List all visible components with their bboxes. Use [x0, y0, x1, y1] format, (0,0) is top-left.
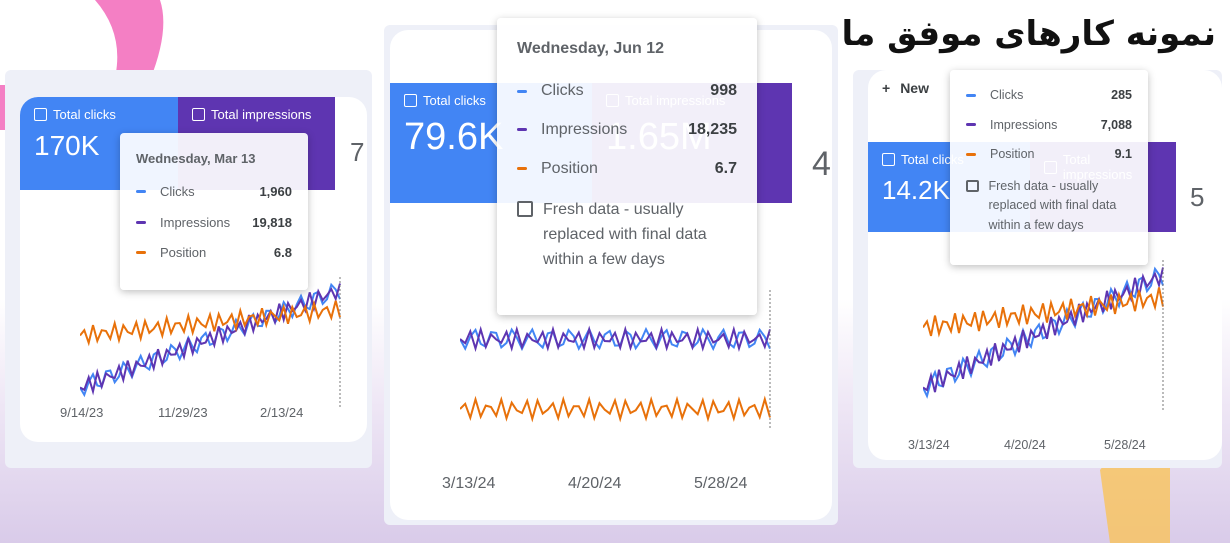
- row-value: 9.1: [1114, 147, 1132, 162]
- trend-line: [923, 287, 1164, 338]
- metric-label: Total clicks: [882, 152, 1016, 167]
- new-button[interactable]: + New: [882, 80, 929, 96]
- tooltip-row: Position 9.1: [966, 147, 1132, 161]
- tooltip-row: Impressions 19,818: [136, 215, 292, 230]
- x-tick-label: 9/14/23: [60, 405, 104, 420]
- tooltip-row: Clicks 998: [517, 82, 737, 100]
- tooltip-row: Clicks 285: [966, 88, 1132, 102]
- row-name: Impressions: [160, 214, 231, 230]
- tooltip-row: Position 6.7: [517, 160, 737, 178]
- legend-dash: [136, 220, 146, 224]
- row-value: 285: [1111, 88, 1132, 102]
- row-value: 18,235: [688, 120, 737, 138]
- metric-value: 79.6K: [404, 116, 504, 158]
- next-metric-value: 4: [812, 145, 831, 183]
- trend-line: [923, 267, 1164, 393]
- tooltip-row: Clicks 1,960: [136, 184, 292, 199]
- trend-lines: [460, 290, 771, 430]
- trend-line: [460, 395, 771, 423]
- tooltip-note: Fresh data - usually replaced with final…: [517, 198, 737, 272]
- tooltip-row: Impressions 18,235: [517, 121, 737, 139]
- legend-dash: [966, 93, 976, 97]
- metric-label: Total clicks: [34, 107, 164, 122]
- metric-value: 14.2K: [882, 175, 950, 205]
- new-icon: +: [882, 80, 891, 96]
- row-name: Impressions: [541, 120, 628, 138]
- legend-dash: [966, 152, 976, 156]
- row-name: Clicks: [541, 82, 584, 99]
- row-value: 7,088: [1100, 117, 1132, 132]
- x-tick-label: 3/13/24: [442, 475, 496, 492]
- row-name: Position: [990, 147, 1035, 162]
- legend-dash: [517, 128, 527, 132]
- row-value: 6.7: [714, 159, 737, 177]
- row-name: Clicks: [160, 184, 195, 199]
- trend-lines: [923, 260, 1164, 410]
- note-text: Fresh data - usually replaced with final…: [543, 201, 707, 268]
- tooltip-note: Fresh data - usually replaced with final…: [966, 177, 1132, 235]
- row-value: 998: [710, 82, 737, 99]
- new-label: New: [900, 80, 929, 96]
- tooltip-row: Position 6.8: [136, 245, 292, 260]
- trend-line: [80, 283, 341, 396]
- row-value: 1,960: [259, 184, 292, 199]
- x-tick-label: 11/29/23: [158, 405, 208, 420]
- legend-dash: [966, 123, 976, 127]
- x-tick-label: 4/20/24: [1004, 438, 1046, 452]
- tooltip: Clicks 285 Impressions 7,088 Position 9.1 Fres…: [950, 70, 1148, 265]
- metric-label: Total impressions: [192, 107, 321, 122]
- legend-dash: [517, 89, 527, 93]
- note-text: Fresh data - usually replaced with final…: [988, 178, 1117, 232]
- row-name: Impressions: [990, 117, 1058, 132]
- x-tick-label: 2/13/24: [260, 405, 304, 420]
- row-value: 19,818: [252, 214, 292, 230]
- legend-dash: [136, 190, 146, 193]
- x-tick-label: 4/20/24: [568, 475, 622, 492]
- row-name: Position: [541, 159, 598, 177]
- legend-dash: [136, 251, 146, 255]
- row-name: Position: [160, 245, 207, 261]
- row-name: Clicks: [990, 88, 1024, 102]
- tooltip: Wednesday, Mar 13 Clicks 1,960 Impressions 1…: [120, 133, 308, 290]
- next-metric-value: 5: [1190, 182, 1205, 212]
- trend-line: [80, 282, 341, 398]
- trend-line: [80, 299, 341, 347]
- tooltip-date: Wednesday, Jun 12: [517, 40, 665, 57]
- tooltip-row: Impressions 7,088: [966, 118, 1132, 132]
- tooltip: Wednesday, Jun 12 Clicks 998 Impressions 18,…: [497, 18, 757, 315]
- next-metric-value: 7: [350, 137, 365, 167]
- row-value: 6.8: [273, 245, 292, 261]
- x-tick-label: 3/13/24: [908, 438, 950, 452]
- calendar-icon: [517, 201, 533, 218]
- calendar-icon: [966, 179, 979, 193]
- trend-line: [460, 326, 771, 352]
- x-tick-label: 5/28/24: [1104, 438, 1146, 452]
- trend-lines: [80, 277, 341, 407]
- page-title: نمونه کارهای موفق ما: [841, 14, 1216, 54]
- trend-line: [460, 325, 771, 353]
- metric-value: 170K: [34, 130, 100, 161]
- legend-dash: [517, 167, 527, 171]
- tooltip-date: Wednesday, Mar 13: [136, 151, 256, 166]
- x-tick-label: 5/28/24: [694, 475, 748, 492]
- metric-label: Total clicks: [404, 93, 578, 108]
- trend-line: [923, 266, 1164, 399]
